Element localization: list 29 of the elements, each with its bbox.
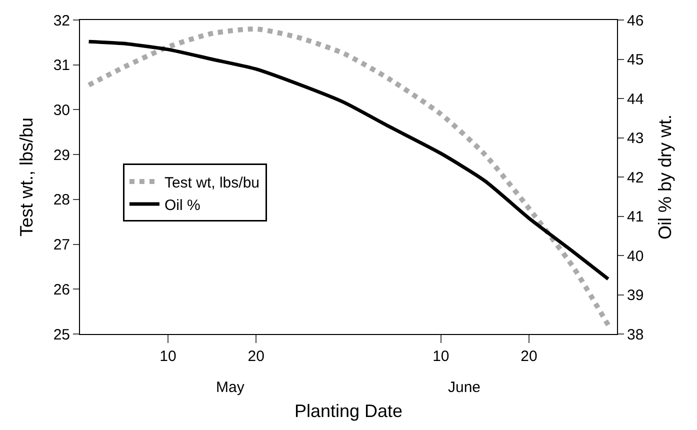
y-tick-label: 28 xyxy=(53,192,70,209)
y2-tick-label: 41 xyxy=(627,208,644,226)
text: June xyxy=(448,379,481,396)
x-tick-label: 10 xyxy=(432,348,450,365)
y-tick-label: 30 xyxy=(53,102,70,119)
y2-tick-label: 40 xyxy=(627,248,644,265)
y2-tick-label: 42 xyxy=(627,169,644,186)
x-tick-label: 20 xyxy=(248,348,264,365)
text: May xyxy=(216,379,245,396)
legend-label: Oil % xyxy=(164,196,200,214)
y2-tick-label: 45 xyxy=(627,52,644,68)
y-tick-label: 31 xyxy=(53,57,70,74)
y-tick-label: 26 xyxy=(53,281,70,298)
y-tick-label: 25 xyxy=(53,326,70,344)
y-tick-label: 27 xyxy=(53,236,70,254)
y2-tick-label: 46 xyxy=(627,12,644,30)
legend-label: Test wt, lbs/bu xyxy=(164,174,260,192)
x-axis-title: Planting Date xyxy=(294,401,403,422)
y2-tick-label: 44 xyxy=(627,90,644,108)
x-tick-label: 20 xyxy=(520,348,538,365)
y2-axis-title: Oil % by dry wt. xyxy=(654,114,675,240)
line-series xyxy=(87,40,610,281)
x-tick-label: 10 xyxy=(160,348,176,365)
y2-tick-label: 43 xyxy=(627,130,644,147)
y2-tick-label: 39 xyxy=(627,287,644,304)
y-tick-label: 32 xyxy=(53,12,70,30)
y2-tick-label: 38 xyxy=(627,326,644,344)
y-axis-title: Test wt., lbs/bu xyxy=(16,117,37,237)
y-tick-label: 29 xyxy=(53,146,70,164)
